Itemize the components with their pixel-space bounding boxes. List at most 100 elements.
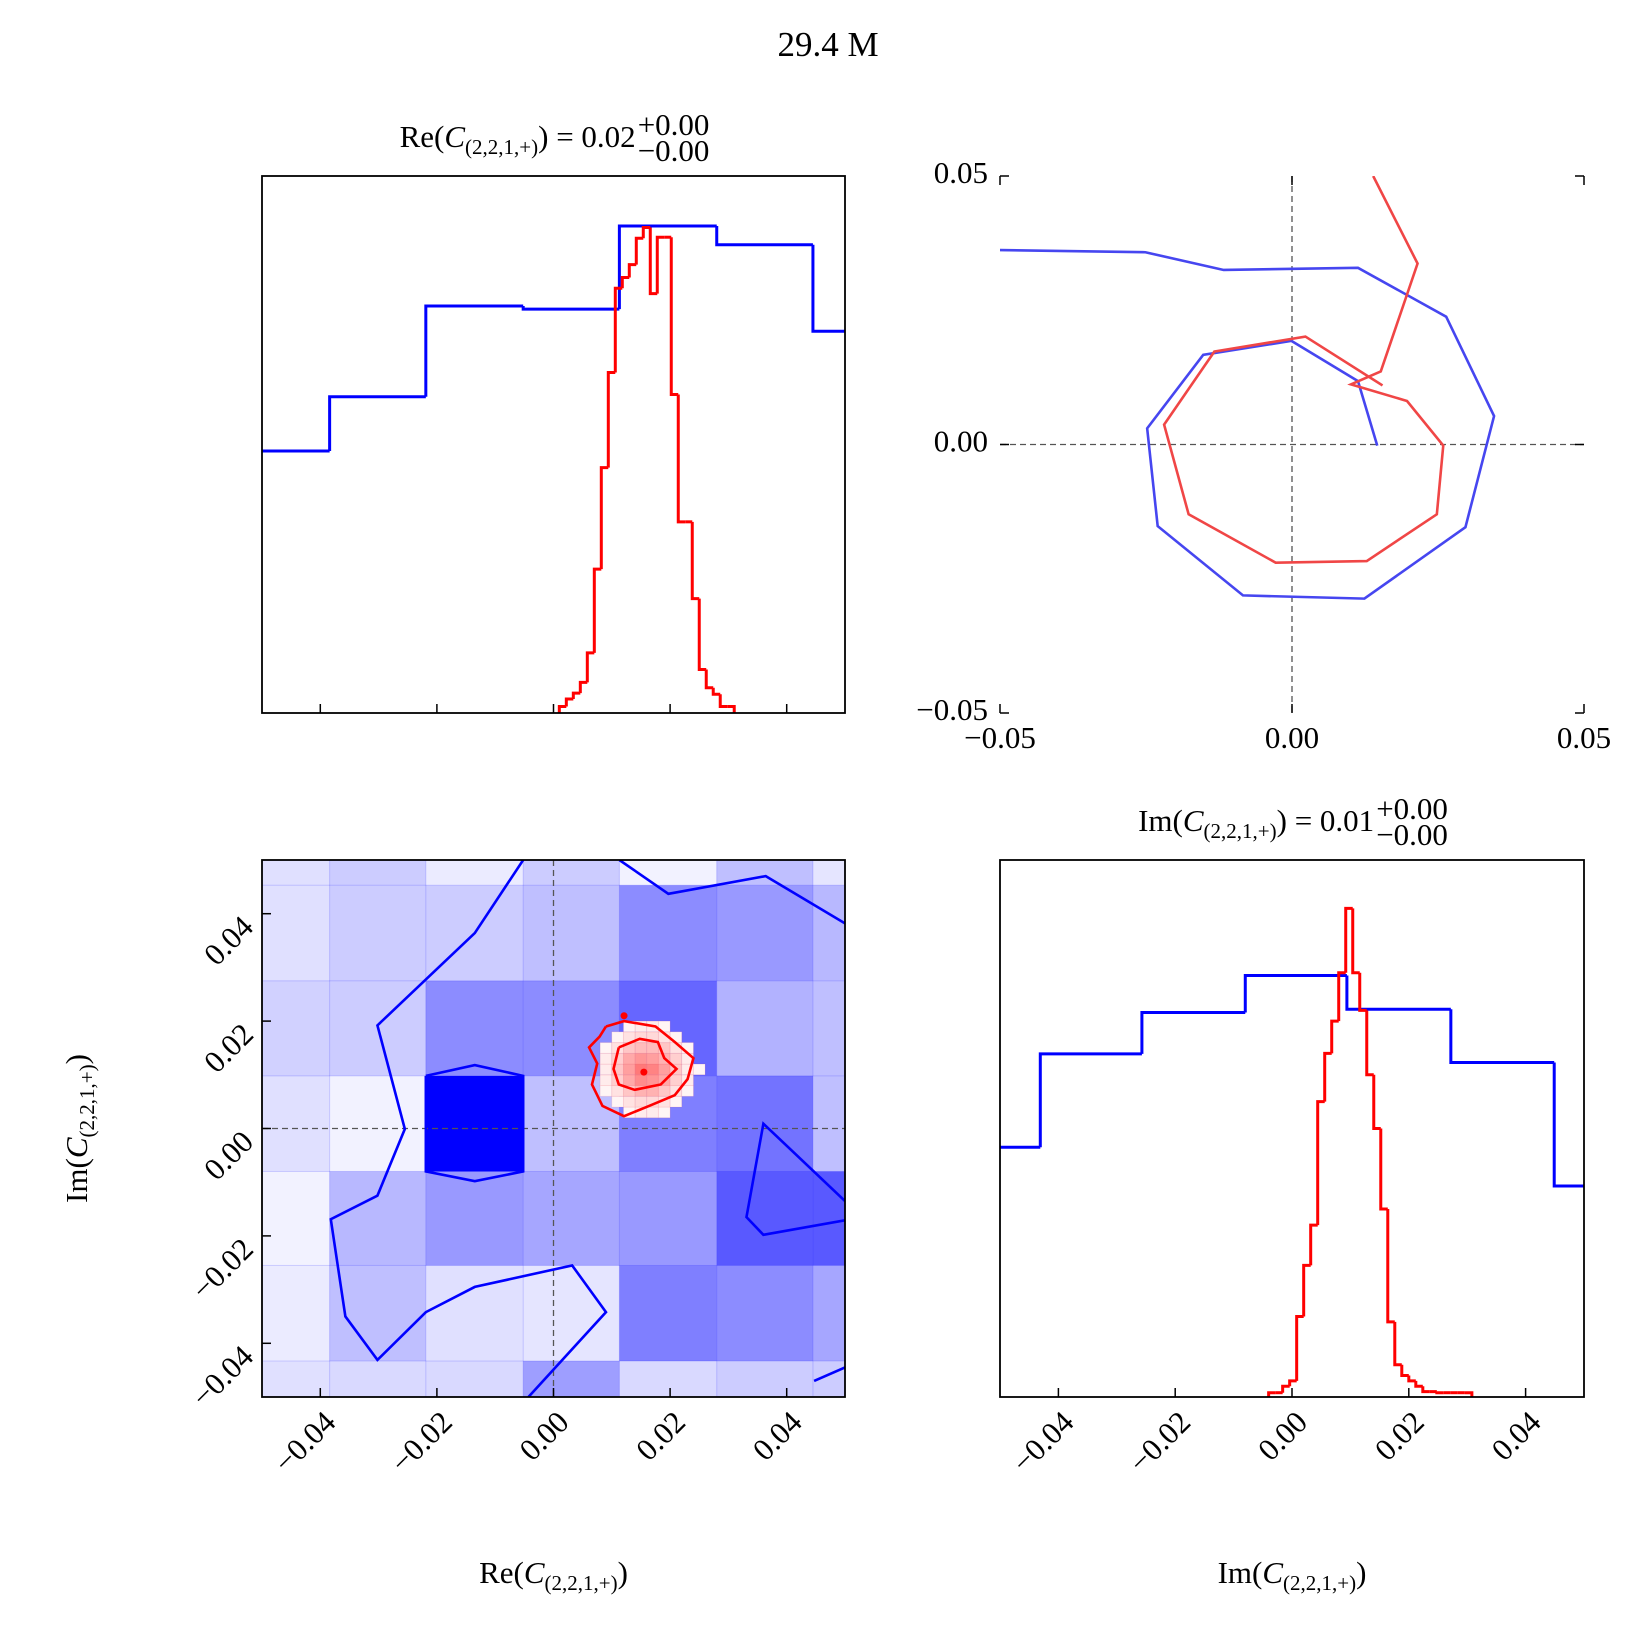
histogram-step [676,394,686,524]
cell-base [681,1064,694,1075]
histogram-step [1400,1364,1409,1378]
label-sub: (2,2,1,+) [545,1571,618,1595]
cell-base [658,1107,671,1118]
density-cell [716,884,814,982]
cell-base [681,1042,694,1054]
density-cell [692,1063,706,1076]
cell-base [646,1074,659,1086]
y-tick-label: 0.00 [934,424,988,459]
density-cell [669,1052,683,1065]
cell-base [600,1085,612,1097]
cell-base [658,1085,671,1097]
density-cell [716,1360,814,1397]
density-cell [425,1360,524,1397]
histogram-step [1407,1375,1416,1383]
histogram-step [1302,1263,1311,1317]
histogram-step [1379,1128,1388,1211]
histogram-step [715,225,813,247]
histogram-step [648,227,658,296]
label-part: Re( [479,1555,524,1590]
density-cell [262,1360,331,1397]
histogram-step [1393,1321,1402,1367]
density-cell [425,860,524,886]
density-cell [812,1075,845,1172]
cell-base [670,1042,682,1054]
histogram-step [606,371,616,468]
cell-base [635,1021,647,1032]
histogram-step [718,694,728,709]
contour [813,1366,845,1383]
cell-base [646,1053,659,1065]
panel-title: Im(C(2,2,1,+)) = 0.01 [1138,803,1374,843]
cell-base [623,1074,636,1086]
histogram-step [1365,1010,1374,1077]
density-cell [716,980,814,1077]
histogram-step [1552,1062,1584,1188]
cell-base [658,1042,671,1054]
density-cell [646,1063,659,1076]
density-cell [618,884,718,982]
panel-title: Re(C(2,2,1,+)) = 0.02 [400,119,636,159]
cell-base [670,1085,682,1097]
panel [1000,176,1584,713]
cell-base [611,1053,624,1065]
cell-base [658,1021,671,1032]
density-cell [329,1170,427,1266]
histogram-step [1435,1391,1444,1395]
density-cell [618,1170,718,1266]
cell-base [611,1096,624,1108]
cell-base [600,1064,612,1075]
cell-base [623,1085,636,1097]
label-part: Im( [59,1158,94,1203]
histogram-step [564,697,574,707]
cell-base [623,1107,636,1118]
histogram-step [627,263,637,278]
density-cell [634,1074,648,1087]
density-cell [634,1095,648,1108]
title-lower: −0.00 [638,133,710,168]
histogram-step [328,395,426,451]
density-cell [611,1063,624,1076]
density-cell [646,1074,659,1087]
contour [745,1121,845,1237]
density-cell [599,1074,613,1087]
histogram-step [669,237,679,397]
density-cell [262,884,331,982]
label-var: C [444,119,465,154]
label-sub: (2,2,1,+) [1283,1571,1356,1595]
density-cell [329,860,427,886]
histogram-step [1358,972,1367,1012]
histogram-step [571,691,581,700]
contour [424,1063,525,1183]
cell-base [646,1031,659,1043]
density-cell [657,1085,671,1097]
label-part: Im( [1218,1555,1263,1590]
density-cell [425,1170,524,1266]
density-cell [599,1042,613,1054]
histogram-step [1421,1386,1430,1394]
density-cell [329,884,427,982]
histogram-step [424,304,524,397]
density-cell [657,1063,671,1076]
label-sub: (2,2,1,+) [1204,819,1277,843]
cell-base [646,1064,659,1075]
density-cell [646,1042,659,1054]
histogram-step [617,224,717,310]
cell-base [635,1085,647,1097]
histogram-step [690,521,700,601]
x-axis-label: Re(C(2,2,1,+)) [479,1555,628,1595]
histogram-step [655,235,665,294]
cell-base [600,1042,612,1054]
histogram-step [599,466,609,570]
density-cell [622,1095,636,1108]
histogram-step [613,286,623,373]
cell-base [670,1031,682,1043]
histogram-step [578,680,588,694]
contour [329,860,608,1397]
cell-base [646,1085,659,1097]
density-cell [522,860,620,886]
histogram-step [811,244,845,333]
density-cell [634,1042,648,1054]
cell-base [623,1031,636,1043]
